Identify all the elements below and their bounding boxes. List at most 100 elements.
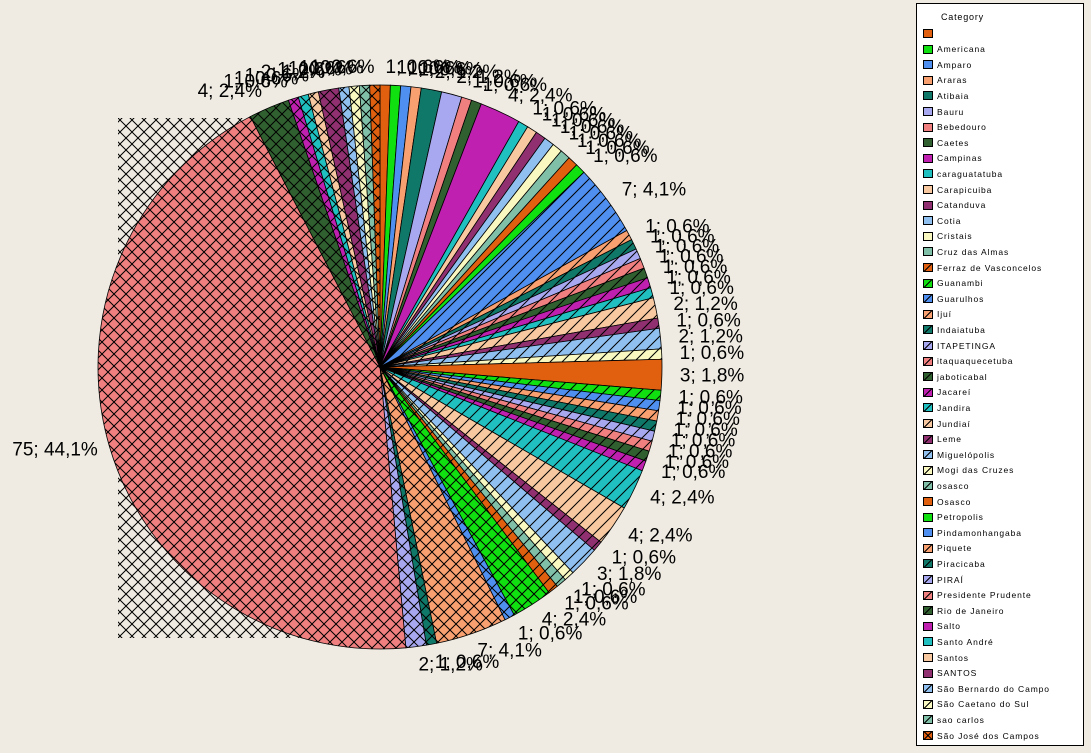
legend-entry: Pindamonhangaba <box>923 526 1022 539</box>
slice-label: 1; 0,6% <box>663 257 728 278</box>
slice-label: 1; 0,6% <box>472 72 537 93</box>
legend-entry: sao paulo <box>923 745 982 746</box>
legend-entry: Salto <box>923 620 961 633</box>
legend-entry: São Caetano do Sul <box>923 698 1029 711</box>
legend-swatch <box>923 590 933 600</box>
legend: Category Americana Amparo Araras Atibaia Bau… <box>916 3 1084 746</box>
legend-swatch <box>923 44 933 54</box>
legend-entry: sao carlos <box>923 713 985 726</box>
legend-label: Amparo <box>937 59 973 70</box>
legend-label: osasco <box>937 480 970 491</box>
legend-entry: Caetes <box>923 136 969 149</box>
slice-label: 7; 4,1% <box>477 641 542 662</box>
slice-label: 1; 0,6% <box>418 59 483 80</box>
slice-label: 3; 1,8% <box>597 564 662 585</box>
legend-entry: Presidente Prudente <box>923 589 1032 602</box>
slice-label: 1; 0,6% <box>277 59 342 80</box>
slice-label: 4; 2,4% <box>650 488 715 509</box>
legend-swatch <box>923 637 933 647</box>
legend-swatch <box>923 559 933 569</box>
slice-label: 1; 0,6% <box>299 57 364 78</box>
slice-label: 1; 0,6% <box>569 124 634 145</box>
legend-entry: Indaiatuba <box>923 323 986 336</box>
legend-entry: Leme <box>923 433 962 446</box>
legend-entry: Cotia <box>923 214 961 227</box>
legend-label: caraguatatuba <box>937 168 1004 179</box>
legend-swatch <box>923 684 933 694</box>
legend-swatch <box>923 200 933 210</box>
legend-swatch <box>923 122 933 132</box>
legend-label: Indaiatuba <box>937 324 986 335</box>
legend-swatch <box>923 528 933 538</box>
legend-swatch <box>923 138 933 148</box>
legend-entry: SANTOS <box>923 667 977 680</box>
slice-label: 1; 0,6% <box>310 57 375 78</box>
slice-label: 1; 0,6% <box>573 587 638 608</box>
legend-label: Piracicaba <box>937 558 986 569</box>
legend-entry: Miguelópolis <box>923 448 995 461</box>
legend-swatch <box>923 169 933 179</box>
legend-label: São Bernardo do Campo <box>937 683 1050 694</box>
legend-label: PIRAÍ <box>937 574 964 585</box>
legend-label: São Caetano do Sul <box>937 699 1030 710</box>
slice-label: 1; 0,6% <box>676 310 741 331</box>
legend-entry: Cruz das Almas <box>923 245 1009 258</box>
legend-swatch <box>923 75 933 85</box>
legend-label: SANTOS <box>937 668 978 679</box>
legend-swatch <box>923 434 933 444</box>
legend-entry: ITAPETINGA <box>923 339 996 352</box>
pie-slice <box>369 84 381 368</box>
legend-entry: osasco <box>923 479 969 492</box>
legend-swatch <box>923 497 933 506</box>
legend-swatch <box>923 309 933 319</box>
legend-swatch <box>923 231 933 241</box>
legend-entry: PIRAÍ <box>923 573 964 586</box>
legend-label: Ijuí <box>937 309 952 320</box>
slice-label: 1; 0,6% <box>661 462 726 483</box>
slice-label: 2; 1,2% <box>435 62 500 83</box>
legend-entry: Santos <box>923 651 969 664</box>
legend-label: Catanduva <box>937 200 987 211</box>
legend-swatch <box>923 278 933 288</box>
slice-label: 4; 2,4% <box>198 81 263 102</box>
slice-label: 1; 0,6% <box>581 580 646 601</box>
slice-label: 75; 44,1% <box>12 440 98 461</box>
pie-slice <box>97 116 407 650</box>
legend-swatch <box>923 653 933 662</box>
slice-label: 1; 0,6% <box>671 431 736 452</box>
slice-label: 1; 0,6% <box>435 652 500 673</box>
slice-label: 1; 0,6% <box>288 58 353 79</box>
slice-label: 1; 0,6% <box>234 68 299 89</box>
pie-slices <box>97 84 663 650</box>
slice-label: 1; 0,6% <box>551 110 616 131</box>
slice-label: 1; 0,6% <box>666 267 731 288</box>
legend-label: Carapicuiba <box>937 184 993 195</box>
legend-entry: Santo André <box>923 635 994 648</box>
pie-chart: 1; 0,6%1; 0,6%1; 0,6%1; 0,6%2; 1,2%2; 1,… <box>12 57 744 675</box>
legend-entry: Mogi das Cruzes <box>923 464 1014 477</box>
legend-swatch <box>923 465 933 475</box>
legend-label: Miguelópolis <box>937 449 996 460</box>
legend-label: Cotia <box>937 215 962 226</box>
slice-label: 2; 1,2% <box>261 62 326 83</box>
legend-swatch <box>923 60 933 70</box>
legend-swatch <box>923 731 933 740</box>
legend-label: Atibaia <box>937 90 970 101</box>
legend-entry: Petropolis <box>923 511 984 524</box>
legend-swatch <box>923 216 933 226</box>
legend-label: sao carlos <box>937 714 985 725</box>
legend-label: Cruz das Almas <box>937 246 1010 257</box>
legend-entry: Cristais <box>923 230 973 243</box>
slice-label: 1; 0,6% <box>223 72 288 93</box>
slice-label: 4; 2,4% <box>542 610 607 631</box>
slice-label: 1; 0,6% <box>665 452 730 473</box>
legend-swatch <box>923 185 933 194</box>
legend-label: Santos <box>937 652 969 663</box>
legend-label: Guanambi <box>937 278 984 289</box>
legend-label: Americana <box>937 44 986 55</box>
slice-label: 1; 0,6% <box>668 441 733 462</box>
legend-swatch <box>923 29 933 38</box>
legend-swatch <box>923 294 933 304</box>
slice-label: 1; 0,6% <box>655 236 720 257</box>
slice-label: 1; 0,6% <box>673 420 738 441</box>
